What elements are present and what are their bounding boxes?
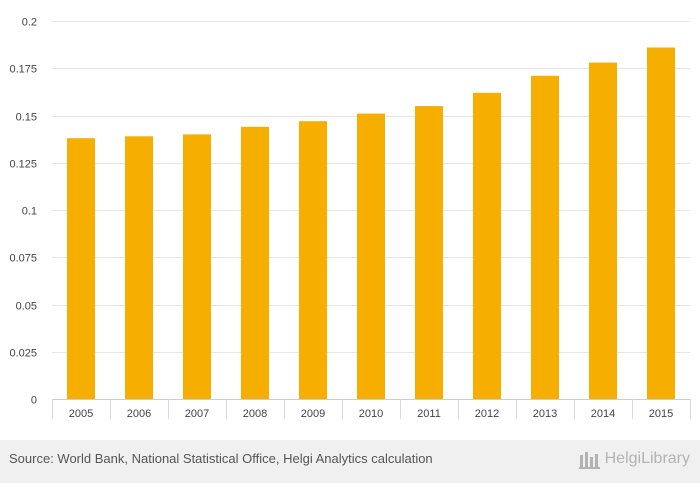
y-tick-label: 0.05	[16, 301, 37, 313]
x-tick-label: 2011	[417, 408, 441, 420]
y-tick-label: 0.125	[9, 159, 37, 171]
footer: Source: World Bank, National Statistical…	[0, 440, 700, 483]
bars	[67, 47, 675, 400]
x-tick-label: 2008	[243, 408, 267, 420]
x-tick-label: 2013	[533, 408, 557, 420]
x-tick-label: 2006	[127, 408, 151, 420]
y-tick-label: 0.2	[22, 17, 37, 29]
bar-2009[interactable]	[299, 121, 327, 399]
source-note: Source: World Bank, National Statistical…	[9, 451, 433, 466]
y-tick-label: 0.1	[22, 206, 37, 218]
library-icon	[578, 452, 600, 469]
bar-2011[interactable]	[415, 106, 443, 399]
y-tick-label: 0	[31, 395, 37, 407]
bar-2014[interactable]	[589, 62, 617, 399]
bar-2010[interactable]	[357, 113, 385, 399]
bar-chart: 0 0.025 0.05 0.075 0.1 0.125 0.15 0.175 0.2 2005…	[9, 17, 691, 420]
brand-name: HelgiLibrary	[604, 450, 690, 467]
x-tick-label: 2007	[185, 408, 209, 420]
y-tick-label: 0.025	[9, 348, 37, 360]
y-tick-label: 0.15	[16, 112, 37, 124]
bar-2005[interactable]	[67, 138, 95, 399]
x-tick-label: 2015	[649, 408, 673, 420]
y-tick-label: 0.075	[9, 253, 37, 265]
brand-logo[interactable]: HelgiLibrary	[578, 449, 690, 469]
x-tick-label: 2009	[301, 408, 325, 420]
bar-2013[interactable]	[531, 75, 559, 400]
bar-2006[interactable]	[125, 136, 153, 400]
y-tick-label: 0.175	[9, 64, 37, 76]
x-tick-label: 2005	[69, 408, 93, 420]
x-tick-label: 2012	[475, 408, 499, 420]
bar-2007[interactable]	[183, 134, 211, 399]
y-axis-labels: 0 0.025 0.05 0.075 0.1 0.125 0.15 0.175 0.2	[9, 17, 37, 407]
bar-2008[interactable]	[241, 126, 269, 400]
x-tick-label: 2010	[359, 408, 383, 420]
bar-2015[interactable]	[647, 47, 675, 400]
bar-2012[interactable]	[473, 92, 501, 400]
x-tick-label: 2014	[591, 408, 615, 420]
x-axis: 2005 2006 2007 2008 2009 2010 2011 2012 2013 2014…	[52, 399, 691, 420]
